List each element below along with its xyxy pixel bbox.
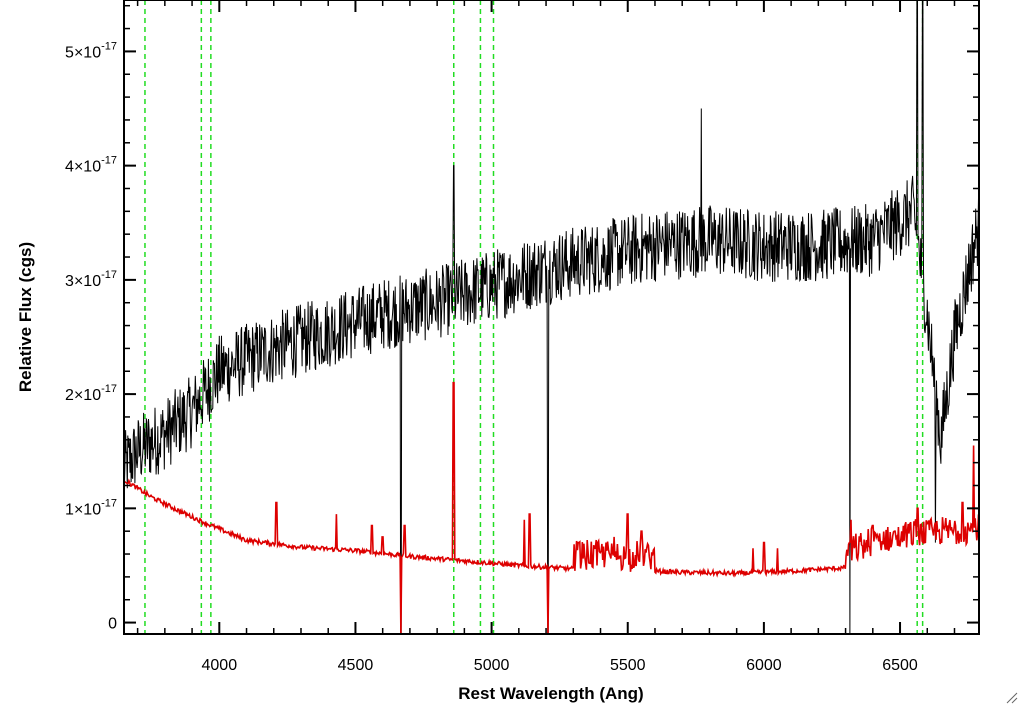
plot-frame (123, 0, 980, 635)
y-tick-label: 3×10-17 (65, 269, 117, 290)
x-tick-label: 6500 (882, 657, 918, 674)
x-tick-label: 6000 (746, 657, 782, 674)
y-tick-label: 5×10-17 (65, 40, 117, 61)
y-tick-label: 4×10-17 (65, 155, 117, 176)
series-line-1 (123, 0, 980, 635)
y-tick-label: 2×10-17 (65, 383, 117, 404)
x-tick-label: 4500 (338, 657, 374, 674)
y-tick-label: 0 (108, 616, 117, 633)
resize-grip-icon[interactable] (1004, 690, 1018, 704)
x-tick-label: 5000 (474, 657, 510, 674)
series-layer (123, 0, 980, 635)
tick-labels: 4000 4500 5000 5500 6000 6500 0 1×10-17 2×10-17 3… (65, 40, 918, 674)
x-tick-label: 5500 (610, 657, 646, 674)
y-tick-label: 1×10-17 (65, 497, 117, 518)
y-axis-title: Relative Flux (cgs) (16, 242, 35, 392)
emission-line-markers (144, 0, 924, 634)
x-tick-label: 4000 (202, 657, 238, 674)
x-axis-title: Rest Wavelength (Ang) (458, 684, 643, 703)
series-line-2 (123, 381, 980, 635)
